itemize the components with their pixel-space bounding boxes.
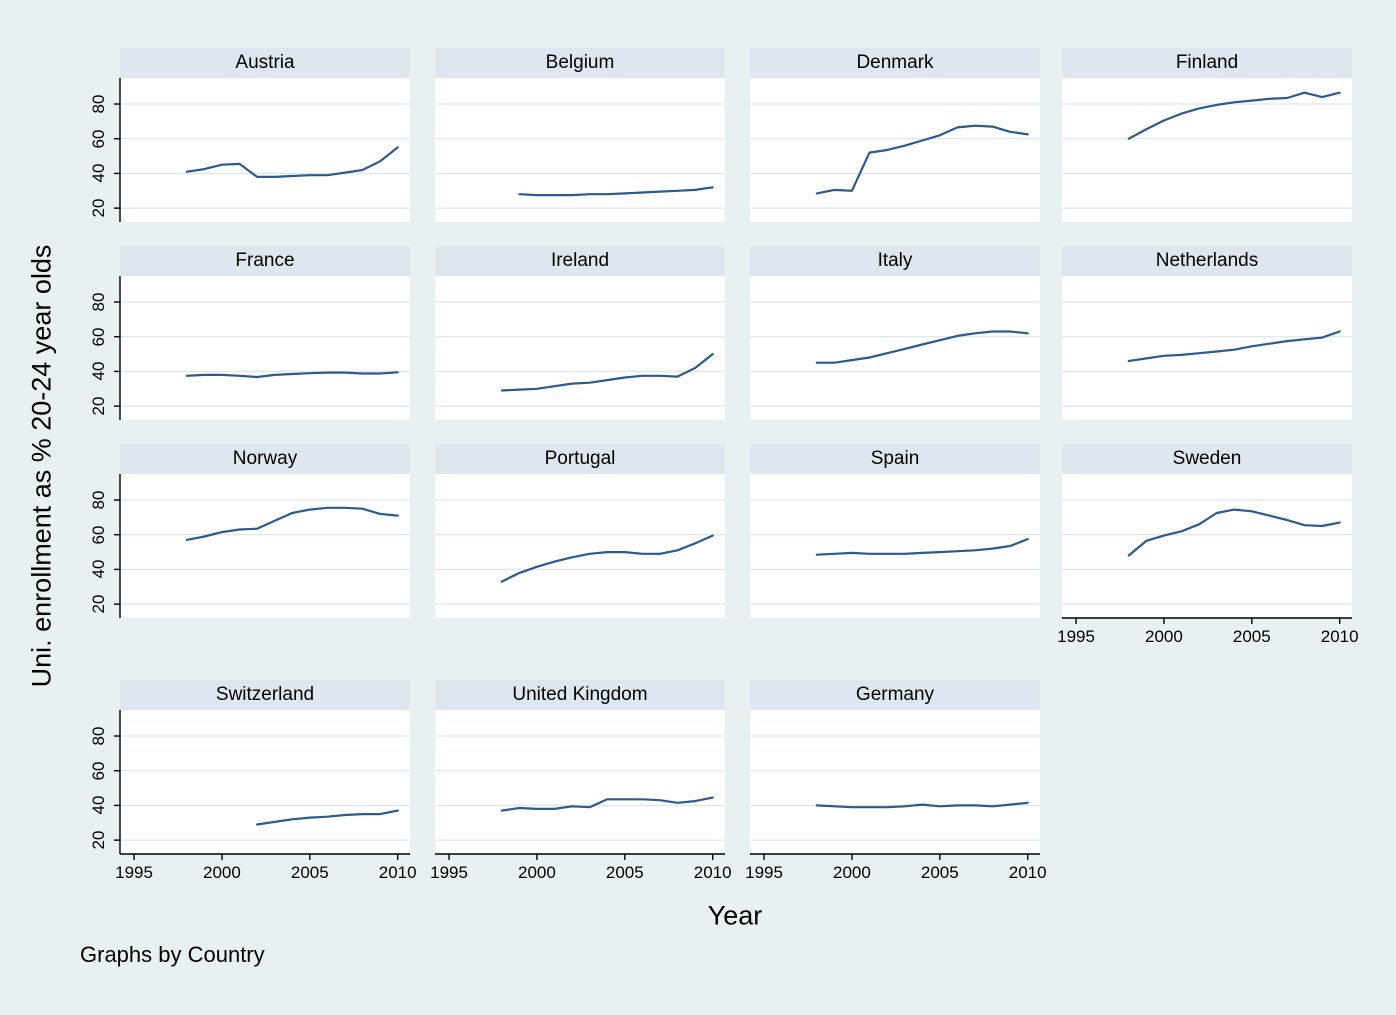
x-tick-label: 2005	[1232, 627, 1271, 646]
x-tick-label: 2010	[378, 863, 417, 882]
series-line-switzerland	[256, 809, 399, 826]
panel-title: Norway	[120, 444, 410, 474]
panel-netherlands: Netherlands	[1062, 246, 1352, 420]
y-tick-label: 20	[89, 830, 108, 850]
x-tick-label: 2005	[605, 863, 644, 882]
x-tick-label: 1995	[745, 863, 783, 882]
x-axis-title: Year	[707, 900, 763, 931]
plot-area: 1995 2000 2005 2010	[1057, 474, 1359, 646]
panel-title: Spain	[750, 444, 1040, 474]
plot-area: 20 40 60 80	[89, 474, 410, 618]
y-tick-label: 60	[89, 327, 108, 347]
x-tick-label: 1995	[430, 863, 468, 882]
x-tick-label: 1995	[1057, 627, 1095, 646]
y-tick-label: 60	[89, 129, 108, 149]
plot-area	[750, 474, 1040, 618]
panel-denmark: Denmark	[750, 48, 1040, 222]
panel-title: Finland	[1062, 48, 1352, 78]
plot-area	[435, 474, 725, 618]
x-tick-label: 2000	[1145, 627, 1183, 646]
y-tick-label: 80	[89, 726, 108, 746]
x-tick-label: 2000	[833, 863, 871, 882]
x-tick-label: 2010	[693, 863, 732, 882]
series-line-united-kingdom	[500, 796, 714, 812]
panel-ireland: Ireland	[435, 246, 725, 420]
panel-title: Sweden	[1062, 444, 1352, 474]
panel-italy: Italy	[750, 246, 1040, 420]
panel-belgium: Belgium	[435, 48, 725, 222]
series-line-netherlands	[1127, 330, 1341, 363]
x-tick-label: 2010	[1320, 627, 1359, 646]
plot-area: 20 40 60 80	[89, 276, 410, 420]
panel-germany: Germany 1995 2000 2005 2010	[745, 680, 1047, 882]
panel-title: Netherlands	[1062, 246, 1352, 276]
figure-note: Graphs by Country	[80, 942, 265, 967]
panel-norway: Norway 20 40 60 80	[89, 444, 410, 618]
x-tick-label: 2000	[518, 863, 556, 882]
series-line-finland	[1127, 91, 1341, 140]
y-tick-label: 60	[89, 761, 108, 781]
panel-title: Ireland	[435, 246, 725, 276]
x-tick-label: 2010	[1008, 863, 1047, 882]
y-tick-label: 40	[89, 361, 108, 381]
y-tick-label: 20	[89, 198, 108, 218]
series-line-austria	[185, 146, 399, 179]
panel-united-kingdom: United Kingdom 1995 2000 2005 2010	[430, 680, 732, 882]
panel-austria: Austria 20 40 60 80	[89, 48, 410, 222]
y-tick-label: 60	[89, 525, 108, 545]
y-tick-label: 40	[89, 559, 108, 579]
series-line-denmark	[815, 124, 1029, 195]
panel-title: Switzerland	[120, 680, 410, 710]
x-tick-label: 2005	[920, 863, 959, 882]
panel-switzerland: Switzerland 20 40 60 80 1995 2000 2005 2010	[89, 680, 417, 882]
panel-finland: Finland	[1062, 48, 1352, 222]
series-line-italy	[815, 330, 1029, 364]
y-tick-label: 80	[89, 94, 108, 114]
panel-title: Germany	[750, 680, 1040, 710]
plot-area: 1995 2000 2005 2010	[745, 710, 1047, 882]
panel-title: United Kingdom	[435, 680, 725, 710]
y-axis-title: Uni. enrollment as % 20-24 year olds	[26, 244, 57, 688]
panel-title: Italy	[750, 246, 1040, 276]
series-line-france	[185, 371, 399, 379]
plot-area	[1062, 276, 1352, 420]
panel-spain: Spain	[750, 444, 1040, 618]
x-tick-label: 2005	[290, 863, 329, 882]
series-line-portugal	[500, 534, 714, 583]
panel-portugal: Portugal	[435, 444, 725, 618]
plot-area	[750, 78, 1040, 222]
series-line-ireland	[500, 352, 714, 392]
plot-area	[435, 78, 725, 222]
panel-title: Austria	[120, 48, 410, 78]
panel-sweden: Sweden 1995 2000 2005 2010	[1057, 444, 1359, 646]
y-tick-label: 20	[89, 396, 108, 416]
panel-title: Denmark	[750, 48, 1040, 78]
panel-title: Portugal	[435, 444, 725, 474]
plot-area	[1062, 78, 1352, 222]
plot-area	[750, 276, 1040, 420]
series-line-spain	[815, 537, 1029, 556]
series-line-sweden	[1127, 508, 1341, 557]
plot-area: 20 40 60 80	[89, 78, 410, 222]
y-tick-label: 80	[89, 490, 108, 510]
panel-title: Belgium	[435, 48, 725, 78]
series-line-belgium	[518, 186, 714, 197]
y-tick-label: 40	[89, 795, 108, 815]
x-tick-label: 1995	[115, 863, 153, 882]
plot-area	[435, 276, 725, 420]
plot-area: 1995 2000 2005 2010	[430, 710, 732, 882]
y-tick-label: 40	[89, 163, 108, 183]
y-tick-label: 80	[89, 292, 108, 312]
series-line-germany	[815, 801, 1029, 809]
x-tick-label: 2000	[203, 863, 241, 882]
series-line-norway	[185, 506, 399, 542]
plot-area: 20 40 60 80 1995 2000 2005 2010	[89, 710, 417, 882]
y-tick-label: 20	[89, 594, 108, 614]
panel-title: France	[120, 246, 410, 276]
panel-france: France 20 40 60 80	[89, 246, 410, 420]
